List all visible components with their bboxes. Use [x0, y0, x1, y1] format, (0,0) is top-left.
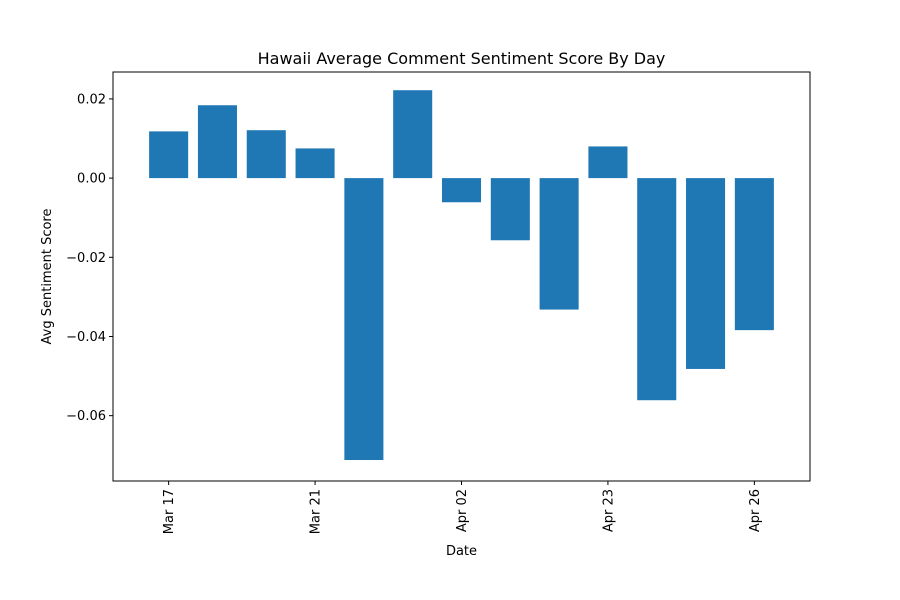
bar	[686, 178, 726, 369]
x-axis-label: Date	[446, 544, 477, 559]
y-axis-label: Avg Sentiment Score	[40, 209, 55, 345]
bar	[246, 130, 286, 179]
bar	[295, 148, 335, 179]
x-tick-label: Apr 02	[455, 489, 470, 532]
bar	[490, 178, 530, 241]
bar	[149, 131, 189, 179]
plot-frame	[112, 71, 811, 482]
y-tick-label: −0.02	[66, 251, 106, 266]
y-tick-label: −0.04	[66, 330, 106, 345]
bar	[441, 178, 482, 203]
y-axis: 0.02 0.00 −0.02 −0.04 −0.06	[66, 92, 113, 424]
bar	[734, 178, 774, 331]
bar	[197, 105, 237, 179]
y-tick-label: −0.06	[66, 409, 106, 424]
x-tick-label: Mar 17	[162, 489, 177, 534]
bars-group	[149, 90, 774, 461]
bar	[588, 146, 628, 179]
x-tick-label: Apr 23	[601, 489, 616, 532]
x-axis: Mar 17 Mar 21 Apr 02 Apr 23 Apr 26	[162, 481, 763, 534]
y-tick-label: 0.02	[77, 92, 106, 107]
chart-title: Hawaii Average Comment Sentiment Score B…	[258, 49, 666, 68]
y-tick-label: 0.00	[77, 172, 106, 187]
bar	[637, 178, 677, 401]
bar	[393, 90, 433, 179]
x-tick-label: Mar 21	[309, 489, 324, 534]
bar	[539, 178, 579, 310]
bar	[344, 178, 384, 461]
x-tick-label: Apr 26	[748, 489, 763, 532]
